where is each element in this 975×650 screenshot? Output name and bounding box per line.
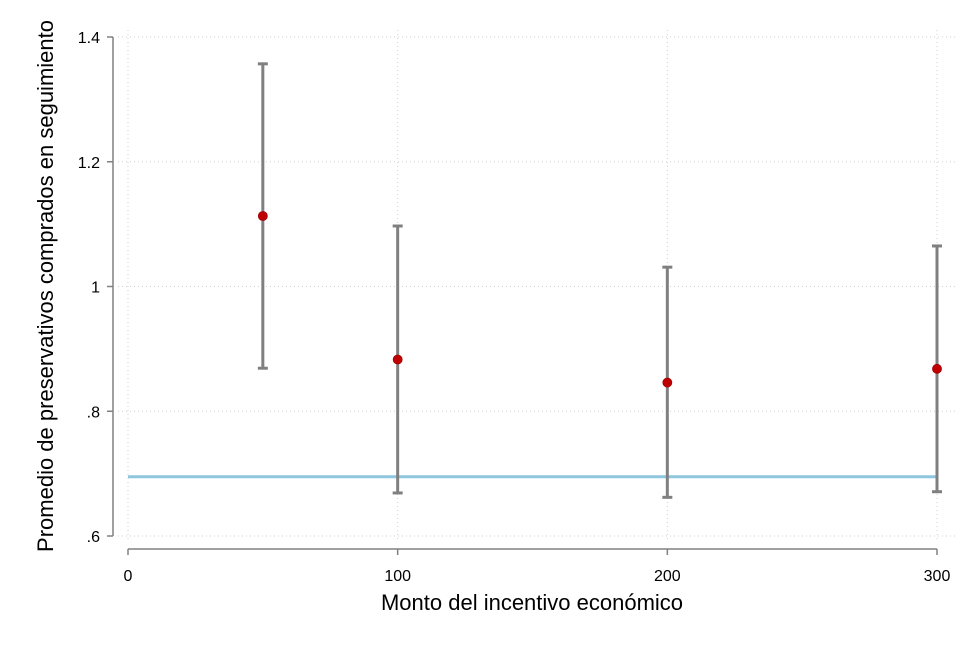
data-point	[932, 363, 942, 374]
error-bars	[257, 62, 942, 499]
data-point	[257, 211, 268, 221]
y-tick-label: 1	[91, 280, 100, 297]
x-axis-title: Monto del incentivo económico	[381, 590, 683, 615]
tick-labels: .6 .8 1 1.2 1.4 0 100 200 300	[78, 30, 951, 585]
y-tick-label: 1.4	[78, 30, 100, 47]
x-tick-label: 0	[124, 568, 133, 585]
y-tick-label: .6	[87, 529, 100, 546]
x-tick-label: 300	[924, 568, 951, 585]
axes	[107, 36, 938, 555]
y-tick-label: 1.2	[78, 155, 100, 172]
data-point	[392, 354, 403, 365]
y-axis-title: Promedio de preservativos comprados en s…	[33, 20, 58, 552]
data-point	[662, 377, 673, 388]
grid-lines	[118, 30, 955, 540]
x-tick-label: 200	[654, 568, 681, 585]
x-tick-label: 100	[384, 568, 411, 585]
y-tick-label: .8	[87, 404, 100, 421]
data-points	[257, 211, 942, 388]
